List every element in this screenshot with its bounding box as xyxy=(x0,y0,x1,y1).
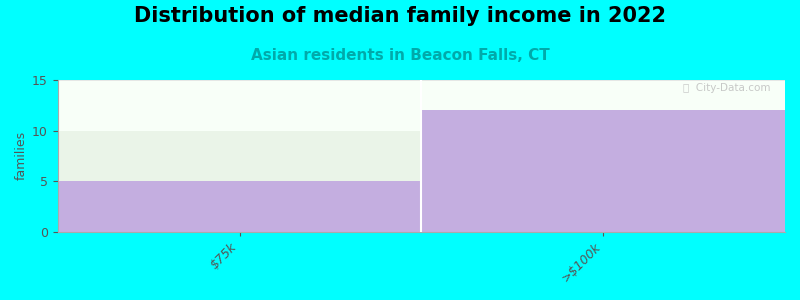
Y-axis label: families: families xyxy=(15,131,28,180)
Text: Distribution of median family income in 2022: Distribution of median family income in … xyxy=(134,6,666,26)
Text: Asian residents in Beacon Falls, CT: Asian residents in Beacon Falls, CT xyxy=(250,48,550,63)
Text: ⓘ  City-Data.com: ⓘ City-Data.com xyxy=(683,83,770,93)
